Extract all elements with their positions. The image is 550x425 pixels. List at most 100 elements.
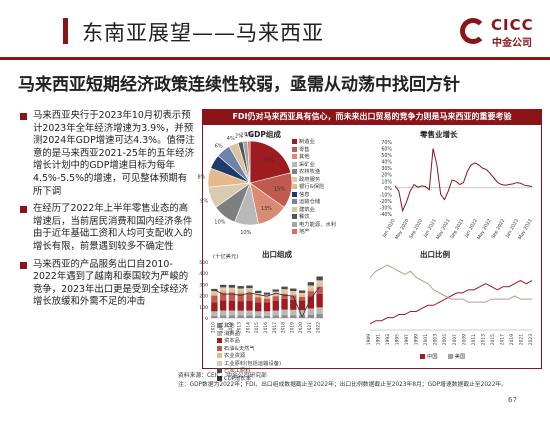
legend-label: 中国 xyxy=(427,354,438,360)
export-xtick: 2017 xyxy=(272,322,278,333)
retail-xtick: Sep 2021 xyxy=(449,218,465,240)
pie-label: 2% xyxy=(240,132,248,138)
pie-label: 15% xyxy=(274,187,285,193)
ratio-xtick: 1993 xyxy=(385,334,391,345)
export-bar-segment xyxy=(263,298,271,303)
legend-swatch xyxy=(217,375,222,381)
export-bar-segment xyxy=(211,295,218,303)
ratio-xtick: 2015 xyxy=(490,334,496,345)
footer-source: 资料来源：CEIC，中金公司研究部 注：GDP数据为2022年；FDI、出口组成… xyxy=(178,372,507,389)
retail-xtick: Jan 2021 xyxy=(422,218,438,239)
pie-label: 10% xyxy=(240,230,251,236)
export-ratio-legend: 中国 美国 xyxy=(420,354,475,362)
export-xtick: 2013 xyxy=(237,322,243,333)
ratio-xtick: 2013 xyxy=(480,334,486,345)
legend-label: 采矿业 xyxy=(299,161,315,168)
ratio-xtick: 2003 xyxy=(433,334,439,345)
retail-xtick: Jan 2023 xyxy=(504,218,520,239)
export-ytick: 400 xyxy=(199,271,208,277)
export-bar-segment xyxy=(255,302,262,312)
legend-swatch xyxy=(217,330,222,336)
legend-swatch xyxy=(292,184,297,189)
retail-xtick: Sep 2020 xyxy=(408,218,424,240)
export-xtick: 2016 xyxy=(263,322,269,333)
legend-label: 信息 xyxy=(299,191,310,198)
retail-ytick: -40% xyxy=(380,212,393,218)
ratio-xtick: 1989 xyxy=(366,334,372,345)
export-bar-segment xyxy=(219,284,227,288)
export-bar-segment xyxy=(281,293,288,299)
export-comp-chart-title: 出口组成 xyxy=(262,250,292,259)
cicc-logo: CICC 中金公司 xyxy=(460,14,540,50)
ratio-xtick: 2017 xyxy=(499,334,505,345)
export-bar-segment xyxy=(237,310,244,316)
retail-ytick: -10% xyxy=(380,192,393,198)
export-bar-segment xyxy=(263,296,271,299)
export-bar-segment xyxy=(307,285,315,289)
export-bar-segment xyxy=(316,283,323,287)
export-bar-segment xyxy=(211,291,218,294)
legend-entry: 已加工原料 xyxy=(217,368,281,376)
legend-label: 美国 xyxy=(454,354,466,360)
bullet-square-icon xyxy=(20,206,27,214)
export-unit-label: (十亿美元) xyxy=(213,254,239,260)
export-bar-segment xyxy=(290,295,297,300)
ratio-xtick: 1997 xyxy=(404,334,410,345)
retail-chart-title: 零售业增长 xyxy=(420,130,458,139)
legend-entry: 银行&保险 xyxy=(292,184,336,192)
source-line: 资料来源：CEIC，中金公司研究部 xyxy=(178,373,267,379)
legend-swatch xyxy=(420,354,425,359)
legend-entry: CDP增长率 xyxy=(217,375,281,384)
export-bar-segment xyxy=(255,297,262,303)
legend-label: 其他 xyxy=(224,323,235,329)
export-ytick: 300 xyxy=(199,282,208,288)
legend-entry: 采矿业 xyxy=(292,161,336,170)
export-bar-segment xyxy=(228,287,236,291)
legend-swatch xyxy=(292,221,297,227)
panel-ribbon: FDI仍对马来西亚具有信心，而未来出口贸易的竞争力则是马来西亚的重要考验 xyxy=(202,109,542,125)
legend-entry: 运输仓储 xyxy=(292,199,336,207)
ratio-series-line xyxy=(369,264,532,303)
export-bar-segment xyxy=(219,292,227,301)
export-bar-segment xyxy=(255,293,262,296)
legend-label: 制造业 xyxy=(299,139,315,145)
export-bar-segment xyxy=(307,296,315,309)
export-bar-segment xyxy=(237,301,244,311)
legend-swatch xyxy=(292,206,297,212)
pie-label: 9% xyxy=(200,198,208,204)
export-bar-segment xyxy=(263,315,271,318)
export-bar-segment xyxy=(263,311,271,316)
export-xtick: 2020 xyxy=(298,322,304,333)
legend-label: 建筑业 xyxy=(299,206,315,213)
export-xtick: 2015 xyxy=(254,322,260,333)
export-bar-segment xyxy=(237,315,244,318)
export-bar-segment xyxy=(219,287,227,290)
legend-label: 工业原料(包括运输设备) xyxy=(224,360,282,367)
header-rule xyxy=(0,57,550,60)
export-bar-segment xyxy=(298,294,306,297)
export-bar-segment xyxy=(246,288,253,291)
retail-ytick: 60% xyxy=(381,147,392,153)
export-bar-segment xyxy=(290,299,297,310)
legend-swatch xyxy=(292,229,297,234)
export-xtick: 2012 xyxy=(228,322,234,333)
export-bar-segment xyxy=(316,286,323,294)
page-number: 67 xyxy=(508,396,517,404)
legend-entry: 建筑业 xyxy=(292,206,336,215)
gdp-growth-line xyxy=(214,286,320,318)
export-bar-segment xyxy=(263,292,271,295)
pie-label: 2% xyxy=(235,133,243,139)
export-bar-segment xyxy=(307,308,315,315)
slide-title: 东南亚展望——马来西亚 xyxy=(82,21,324,45)
export-bar-segment xyxy=(211,293,218,296)
export-bar-segment xyxy=(246,315,253,318)
export-bar-segment xyxy=(246,292,253,301)
export-bar-segment xyxy=(272,296,279,301)
export-bar-segment xyxy=(272,310,279,316)
export-bar-segment xyxy=(281,291,288,294)
bullet-list: 马来西亚央行于2023年10月初表示预计2023年全年经济增速为3.9%，并预测… xyxy=(20,110,196,314)
export-bar-segment xyxy=(263,302,271,312)
export-bar-segment xyxy=(316,293,323,308)
legend-swatch xyxy=(217,338,222,343)
